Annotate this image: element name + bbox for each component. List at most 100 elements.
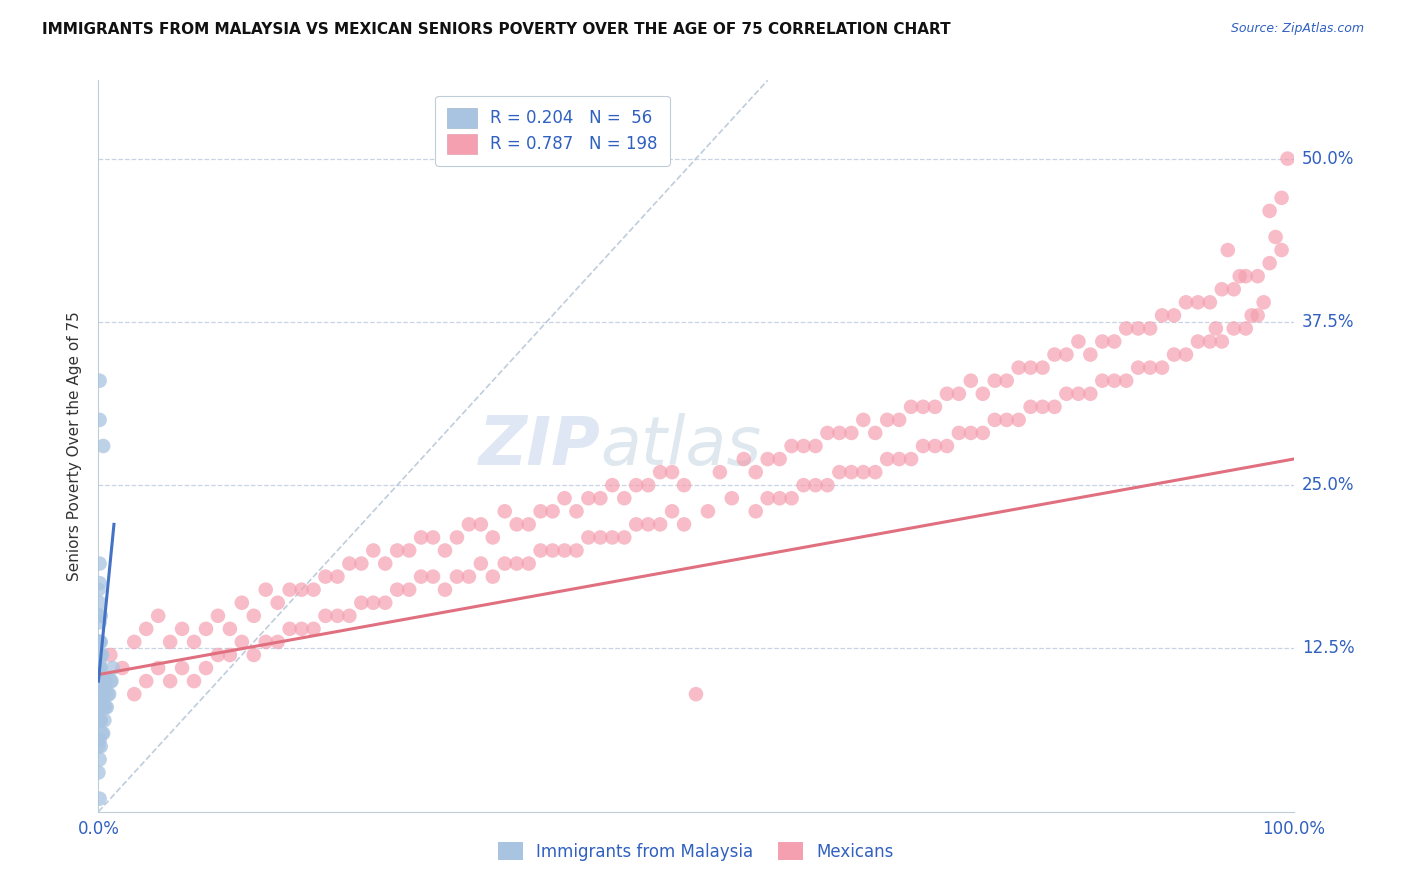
Point — [458, 569, 481, 583]
Point — [900, 400, 922, 414]
Point — [1152, 309, 1174, 323]
Point — [89, 615, 111, 630]
Point — [1115, 321, 1137, 335]
Point — [385, 582, 409, 597]
Point — [911, 400, 934, 414]
Point — [89, 694, 111, 708]
Point — [94, 674, 117, 689]
Point — [530, 504, 553, 518]
Point — [1253, 295, 1275, 310]
Point — [89, 655, 111, 669]
Text: 37.5%: 37.5% — [1302, 313, 1354, 331]
Point — [960, 425, 983, 440]
Point — [828, 465, 851, 479]
Point — [350, 557, 373, 571]
Point — [1056, 348, 1078, 362]
Point — [90, 608, 112, 623]
Legend: Immigrants from Malaysia, Mexicans: Immigrants from Malaysia, Mexicans — [489, 834, 903, 869]
Point — [254, 582, 277, 597]
Point — [841, 465, 863, 479]
Point — [398, 543, 420, 558]
Point — [434, 582, 457, 597]
Point — [302, 622, 325, 636]
Point — [148, 608, 170, 623]
Point — [565, 543, 588, 558]
Point — [1043, 348, 1066, 362]
Point — [398, 582, 420, 597]
Point — [1175, 295, 1198, 310]
Point — [793, 478, 815, 492]
Point — [1271, 243, 1294, 257]
Point — [1264, 230, 1286, 244]
Point — [1019, 400, 1042, 414]
Point — [90, 635, 112, 649]
Point — [626, 478, 648, 492]
Point — [94, 700, 117, 714]
Point — [1247, 269, 1270, 284]
Point — [1139, 321, 1161, 335]
Point — [852, 465, 875, 479]
Point — [267, 596, 290, 610]
Point — [89, 413, 111, 427]
Point — [1080, 348, 1102, 362]
Point — [972, 386, 994, 401]
Point — [98, 687, 121, 701]
Point — [267, 635, 290, 649]
Point — [89, 752, 111, 766]
Point — [195, 661, 218, 675]
Point — [661, 504, 683, 518]
Point — [124, 635, 146, 649]
Point — [924, 400, 946, 414]
Point — [648, 517, 672, 532]
Point — [637, 478, 659, 492]
Point — [876, 452, 898, 467]
Point — [135, 674, 157, 689]
Point — [93, 714, 115, 728]
Text: IMMIGRANTS FROM MALAYSIA VS MEXICAN SENIORS POVERTY OVER THE AGE OF 75 CORRELATI: IMMIGRANTS FROM MALAYSIA VS MEXICAN SENI… — [42, 22, 950, 37]
Point — [1223, 321, 1246, 335]
Point — [91, 439, 114, 453]
Point — [93, 687, 115, 701]
Point — [87, 608, 110, 623]
Point — [589, 530, 612, 544]
Point — [578, 491, 600, 506]
Point — [865, 425, 887, 440]
Point — [481, 569, 505, 583]
Point — [89, 674, 111, 689]
Point — [207, 608, 229, 623]
Point — [1223, 282, 1246, 296]
Point — [756, 452, 779, 467]
Point — [195, 622, 218, 636]
Text: Source: ZipAtlas.com: Source: ZipAtlas.com — [1230, 22, 1364, 36]
Point — [1211, 282, 1233, 296]
Point — [1234, 321, 1257, 335]
Text: atlas: atlas — [600, 413, 762, 479]
Point — [1032, 400, 1054, 414]
Point — [87, 714, 110, 728]
Point — [1128, 321, 1150, 335]
Point — [1163, 309, 1185, 323]
Point — [721, 491, 744, 506]
Point — [637, 517, 659, 532]
Point — [889, 413, 911, 427]
Point — [363, 596, 385, 610]
Point — [1258, 256, 1281, 270]
Point — [1229, 269, 1251, 284]
Point — [1187, 334, 1209, 349]
Point — [602, 530, 624, 544]
Point — [411, 530, 433, 544]
Point — [90, 714, 112, 728]
Point — [828, 425, 851, 440]
Point — [87, 582, 110, 597]
Point — [911, 439, 934, 453]
Point — [506, 557, 529, 571]
Point — [91, 700, 114, 714]
Point — [374, 557, 396, 571]
Point — [1139, 360, 1161, 375]
Point — [841, 425, 863, 440]
Point — [87, 739, 110, 754]
Point — [1175, 348, 1198, 362]
Point — [183, 674, 205, 689]
Point — [1019, 360, 1042, 375]
Point — [709, 465, 731, 479]
